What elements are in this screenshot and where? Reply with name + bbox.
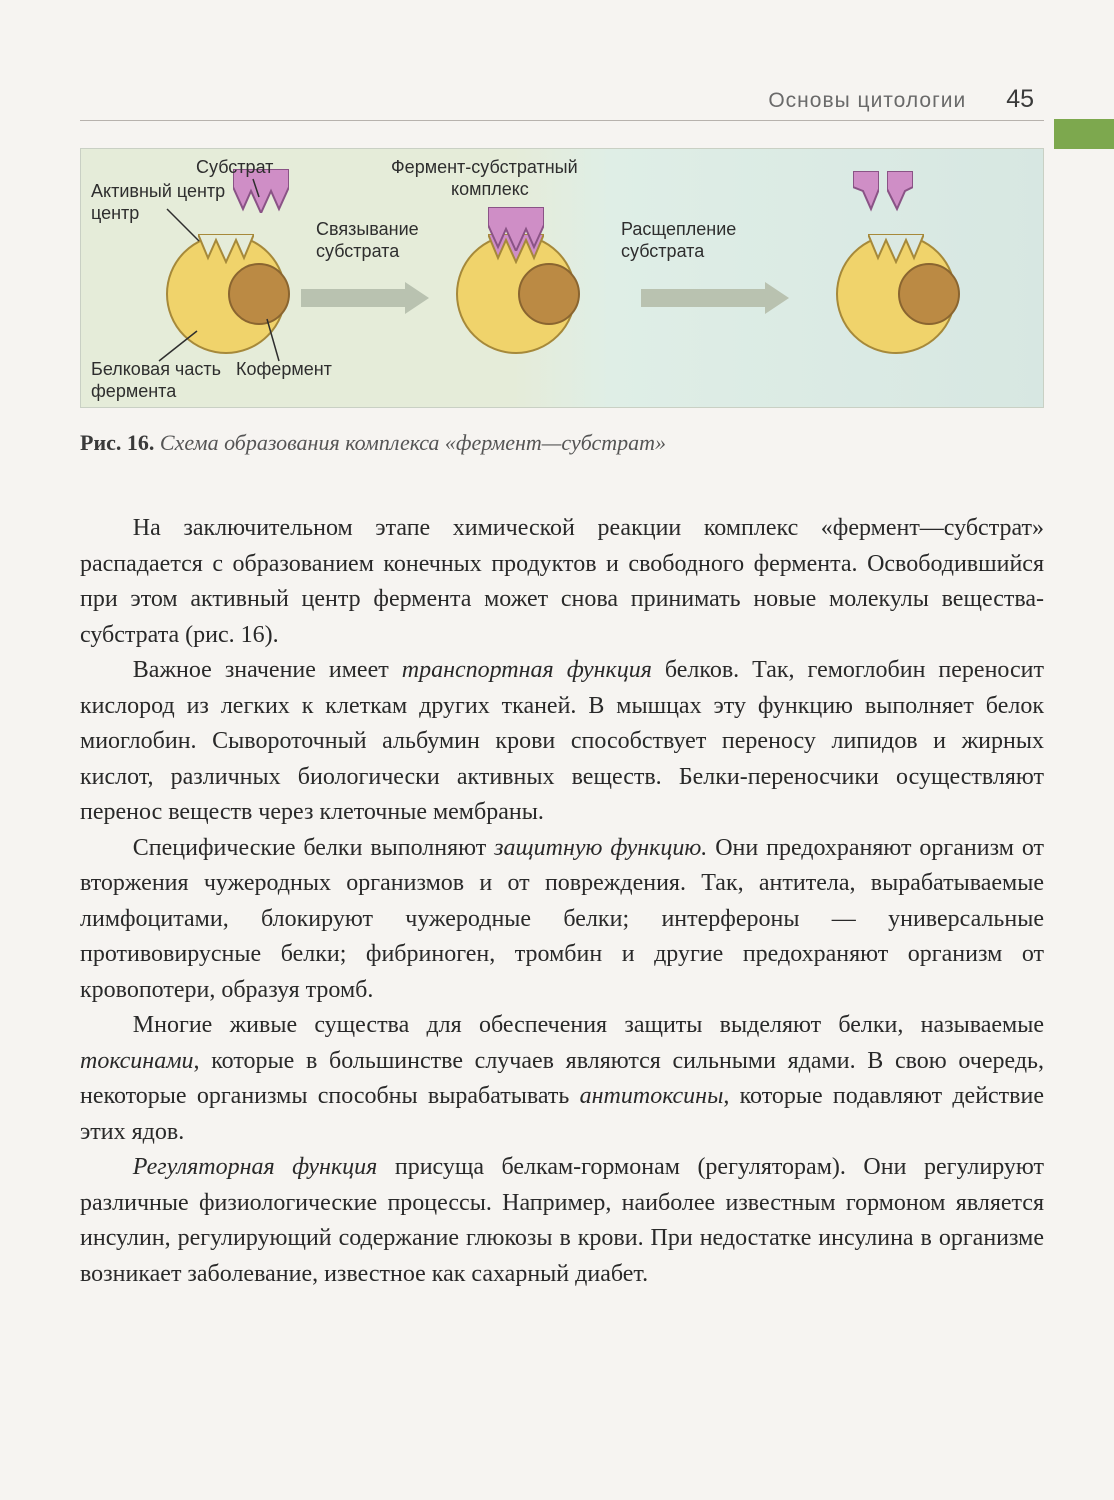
figure-caption: Рис. 16. Схема образования комплекса «фе… xyxy=(80,430,1044,456)
paragraph-3: Специфические белки выполняют защитную ф… xyxy=(80,831,1044,1009)
enzyme-stage1 xyxy=(166,234,286,354)
label-cofactor: Кофермент xyxy=(236,359,332,380)
label-cleavage-l2: субстрата xyxy=(621,241,704,262)
page: Основы цитологии 45 xyxy=(0,0,1114,1500)
paragraph-1: На заключительном этапе химической реакц… xyxy=(80,511,1044,653)
arrow-1 xyxy=(301,289,411,307)
active-site-notch xyxy=(868,234,924,264)
label-protein-part1: Белковая часть xyxy=(91,359,221,380)
label-active-center: Активный центр xyxy=(91,181,225,202)
cofactor-icon xyxy=(518,263,580,325)
p5-term: Регуляторная функция xyxy=(133,1154,378,1180)
p2-a: Важное значение имеет xyxy=(133,657,402,683)
arrow-2 xyxy=(641,289,771,307)
caption-text: Схема образования комплекса «фермент—суб… xyxy=(160,430,666,455)
header-accent xyxy=(1054,119,1114,149)
cofactor-icon xyxy=(228,263,290,325)
substrate-bound xyxy=(488,207,544,247)
label-cleavage-l1: Расщепление xyxy=(621,219,736,240)
p4-term2: антитоксины xyxy=(580,1083,724,1109)
active-site-notch xyxy=(198,234,254,264)
cofactor-icon xyxy=(898,263,960,325)
label-substrate: Субстрат xyxy=(196,157,273,178)
caption-label: Рис. 16. xyxy=(80,430,154,455)
label-complex-l1: Фермент-субстратный xyxy=(391,157,578,178)
paragraph-4: Многие живые существа для обеспечения за… xyxy=(80,1008,1044,1150)
figure-16: Субстрат Активный центр центр Фермент-су… xyxy=(80,148,1044,408)
paragraph-2: Важное значение имеет транспортная функц… xyxy=(80,653,1044,831)
label-protein-part2: фермента xyxy=(91,381,176,402)
body-text: На заключительном этапе химической реакц… xyxy=(80,511,1044,1292)
header-rule xyxy=(80,120,1044,124)
p3-a: Специфические белки выполняют xyxy=(133,835,494,861)
p4-term1: токсинами xyxy=(80,1048,194,1074)
label-center-word: центр xyxy=(91,203,139,224)
label-complex-l2: комплекс xyxy=(451,179,529,200)
p4-a: Многие живые существа для обеспечения за… xyxy=(133,1012,1044,1038)
label-binding-l2: субстрата xyxy=(316,241,399,262)
product-left xyxy=(853,171,879,211)
p3-term: защитную функцию. xyxy=(494,835,707,861)
enzyme-stage2 xyxy=(456,234,576,354)
page-number: 45 xyxy=(1006,85,1034,114)
label-binding-l1: Связывание xyxy=(316,219,419,240)
enzyme-stage3 xyxy=(836,234,956,354)
section-name: Основы цитологии xyxy=(768,89,966,113)
product-right xyxy=(887,171,913,211)
p2-term: транспортная функция xyxy=(402,657,652,683)
paragraph-5: Регуляторная функция присуща белкам-горм… xyxy=(80,1150,1044,1292)
running-head: Основы цитологии 45 xyxy=(80,0,1044,114)
